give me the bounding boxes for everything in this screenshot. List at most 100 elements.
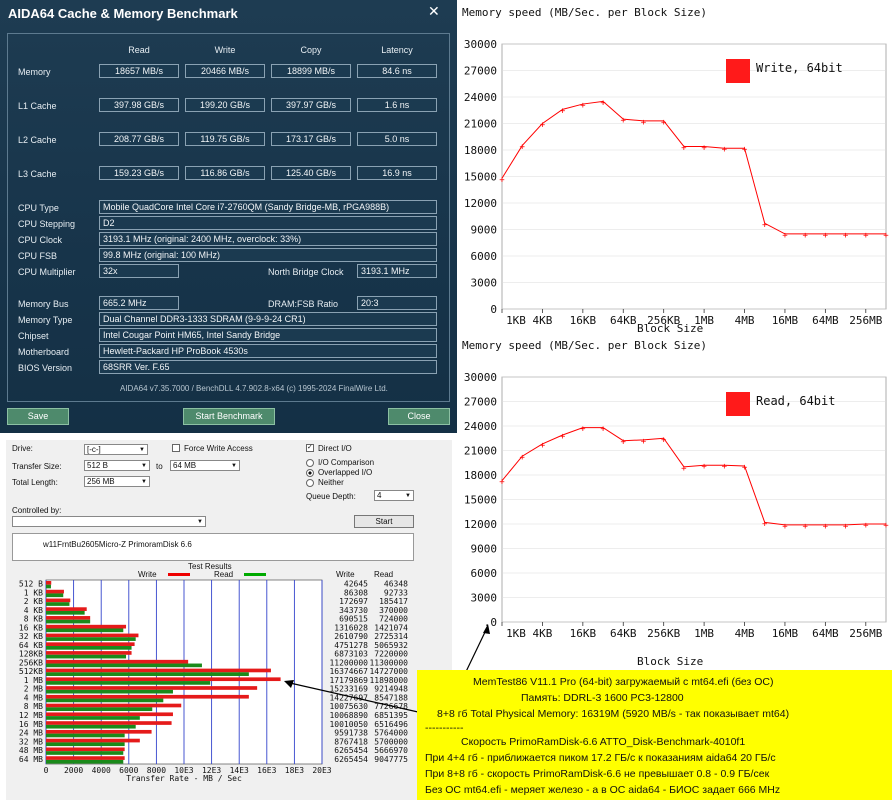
note-line-2: Память: DDRL-3 1600 PC3-12800 [521, 692, 684, 704]
transfer-size-to[interactable]: 64 MB ▼ [170, 460, 240, 471]
transfer-to-value: 64 MB [173, 461, 197, 470]
controlled-by-select[interactable]: ▼ [12, 516, 206, 527]
motherboard-value: Hewlett-Packard HP ProBook 4530s [99, 344, 437, 358]
row-label-l2: L2 Cache [18, 135, 57, 145]
note-line-5: Скорость PrimoRamDisk-6.6 ATTO_Disk-Benc… [461, 736, 746, 748]
nb-clock-value: 3193.1 MHz [357, 264, 437, 278]
dram-ratio-label: DRAM:FSB Ratio [268, 299, 339, 309]
description-box[interactable]: w11FrntBu2605Micro-Z PrimoramDisk 6.6 [12, 533, 414, 561]
read-bar [46, 689, 173, 694]
category-label: 64 MB [19, 755, 43, 764]
data-point: + [762, 519, 768, 529]
x-tick-label: 256MB [849, 314, 882, 327]
write-value: 9591738 [334, 729, 368, 738]
x-tick-label: 4MB [735, 314, 755, 327]
data-point: + [883, 521, 889, 531]
x-tick-label: 64KB [610, 314, 637, 327]
category-label: 256KB [19, 658, 43, 667]
write-bar [46, 712, 173, 717]
series-line [501, 427, 886, 526]
read-bar [46, 751, 124, 755]
description-text: w11FrntBu2605Micro-Z PrimoramDisk 6.6 [43, 540, 192, 549]
read-value: 11300000 [369, 658, 408, 667]
close-button[interactable]: Close [388, 408, 450, 425]
data-point: + [681, 143, 687, 153]
write-bar [46, 581, 52, 585]
read-bar [46, 742, 125, 747]
data-point: + [600, 98, 606, 108]
data-point: + [641, 118, 647, 128]
category-label: 8 KB [24, 615, 43, 624]
category-label: 16 MB [19, 720, 43, 729]
l2-copy: 173.17 GB/s [271, 132, 351, 146]
write-value: 16374667 [329, 667, 368, 676]
write-bar [46, 729, 152, 734]
read-bar [46, 646, 132, 650]
transfer-size-from[interactable]: 512 B ▼ [84, 460, 150, 471]
x-tick-label: 1KB [506, 314, 526, 327]
y-tick-label: 27000 [464, 396, 497, 409]
category-label: 8 MB [24, 702, 43, 711]
close-icon[interactable]: ✕ [428, 3, 440, 19]
write-bar [46, 668, 271, 673]
y-tick-label: 12000 [464, 197, 497, 210]
write-value: 11200000 [329, 658, 368, 667]
y-tick-label: 3000 [471, 277, 498, 290]
start-benchmark-button[interactable]: Start Benchmark [183, 408, 275, 425]
read-chart-title: Memory speed (MB/Sec. per Block Size) [462, 339, 708, 352]
start-button[interactable]: Start [354, 515, 414, 528]
cpu-fsb-label: CPU FSB [18, 251, 58, 261]
read-value: 5764000 [374, 729, 408, 738]
data-point: + [661, 118, 667, 128]
x-tick-label: 6000 [119, 766, 138, 775]
x-tick-label: 16KB [570, 627, 597, 640]
cpu-multiplier-label: CPU Multiplier [18, 267, 76, 277]
data-point: + [621, 116, 627, 126]
chevron-down-icon: ▼ [197, 519, 203, 525]
write-value: 1316028 [334, 623, 368, 632]
write-bar [46, 721, 172, 725]
data-point: + [802, 522, 808, 532]
y-tick-label: 24000 [464, 420, 497, 433]
y-tick-label: 9000 [471, 543, 498, 556]
y-tick-label: 21000 [464, 118, 497, 131]
data-point: + [681, 464, 687, 474]
y-tick-label: 24000 [464, 91, 497, 104]
read-value: 7220000 [374, 650, 408, 659]
y-tick-label: 15000 [464, 171, 497, 184]
x-tick-label: 14E3 [230, 766, 249, 775]
memory-copy: 18899 MB/s [271, 64, 351, 78]
legend-label: Read, 64bit [756, 394, 835, 408]
note-line-6: При 4+4 гб - приближается пиком 17.2 ГБ/… [425, 752, 776, 764]
queue-depth-select[interactable]: 4 ▼ [374, 490, 414, 501]
data-point: + [540, 441, 546, 451]
io-comparison-radio[interactable] [306, 459, 314, 467]
neither-radio[interactable] [306, 479, 314, 487]
data-point: + [641, 437, 647, 447]
x-tick-label: 20E3 [312, 766, 331, 775]
aida64-window: AIDA64 Cache & Memory Benchmark ✕ Read W… [0, 0, 457, 433]
test-results-title: Test Results [188, 562, 232, 571]
category-label: 64 KB [19, 641, 43, 650]
force-write-checkbox[interactable] [172, 444, 180, 452]
overlapped-io-radio[interactable] [306, 469, 314, 477]
write-bar [46, 738, 140, 743]
x-tick-label: 12E3 [202, 766, 221, 775]
chevron-down-icon: ▼ [139, 447, 145, 453]
legend-swatch [726, 59, 750, 83]
y-tick-label: 15000 [464, 494, 497, 507]
category-label: 1 MB [24, 676, 43, 685]
read-value: 1421074 [374, 623, 408, 632]
direct-io-checkbox[interactable]: ✓ [306, 444, 314, 452]
save-button[interactable]: Save [7, 408, 69, 425]
drive-select[interactable]: [-c-] ▼ [84, 444, 148, 455]
bios-value: 68SRR Ver. F.65 [99, 360, 437, 374]
data-point: + [802, 231, 808, 241]
data-point: + [600, 425, 606, 435]
write-value: 10010050 [329, 720, 368, 729]
data-point: + [701, 143, 707, 153]
note-line-4: ----------- [425, 722, 464, 734]
note-line-7: При 8+8 гб - скорость PrimoRamDisk-6.6 н… [425, 768, 770, 780]
write-value: 10075630 [329, 702, 368, 711]
total-length-select[interactable]: 256 MB ▼ [84, 476, 150, 487]
